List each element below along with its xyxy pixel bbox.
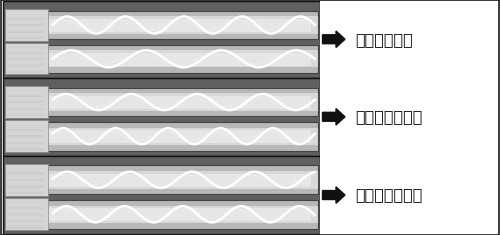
Bar bbox=[8, 11, 318, 39]
Bar bbox=[8, 128, 318, 145]
Bar bbox=[6, 135, 44, 138]
Bar bbox=[6, 101, 44, 103]
Text: 海内氏芽孢杆菌: 海内氏芽孢杆菌 bbox=[355, 188, 422, 203]
Bar bbox=[6, 58, 44, 60]
Bar bbox=[6, 142, 44, 144]
Bar bbox=[14, 130, 312, 143]
Bar bbox=[5, 43, 48, 74]
Bar bbox=[8, 94, 318, 111]
Bar bbox=[6, 71, 44, 73]
Bar bbox=[5, 164, 48, 196]
Bar bbox=[8, 45, 318, 73]
Bar bbox=[6, 37, 44, 39]
Bar bbox=[6, 51, 44, 54]
Bar bbox=[8, 88, 318, 116]
Bar bbox=[6, 148, 44, 151]
Bar bbox=[2, 1, 320, 78]
Bar bbox=[6, 185, 44, 188]
Bar bbox=[8, 16, 318, 34]
Bar bbox=[5, 120, 48, 152]
Bar bbox=[6, 95, 44, 97]
Bar bbox=[2, 78, 320, 156]
Text: 贝莱斯芽孢杆菌: 贝莱斯芽孢杆菌 bbox=[355, 109, 422, 124]
Bar bbox=[6, 207, 44, 209]
Bar bbox=[320, 0, 500, 235]
Bar bbox=[14, 53, 312, 66]
Bar bbox=[8, 206, 318, 223]
Bar bbox=[6, 64, 44, 67]
Bar bbox=[14, 19, 312, 32]
Bar bbox=[8, 200, 318, 229]
Bar bbox=[6, 220, 44, 222]
Bar bbox=[6, 226, 44, 229]
Bar bbox=[5, 9, 48, 41]
Bar bbox=[6, 24, 44, 26]
FancyArrow shape bbox=[322, 31, 345, 47]
Bar bbox=[6, 31, 44, 33]
Bar bbox=[6, 172, 44, 175]
Bar bbox=[8, 122, 318, 151]
Bar bbox=[14, 174, 312, 187]
Bar bbox=[6, 129, 44, 131]
Bar bbox=[8, 50, 318, 67]
Bar bbox=[6, 192, 44, 194]
Bar bbox=[5, 198, 48, 230]
Bar bbox=[6, 179, 44, 181]
Bar bbox=[8, 171, 318, 188]
Bar bbox=[6, 108, 44, 110]
Bar bbox=[8, 165, 318, 194]
Bar bbox=[2, 156, 320, 234]
FancyArrow shape bbox=[322, 109, 345, 125]
Bar bbox=[6, 213, 44, 216]
Bar bbox=[14, 208, 312, 222]
Bar bbox=[6, 114, 44, 116]
Bar bbox=[6, 18, 44, 20]
FancyArrow shape bbox=[322, 187, 345, 203]
Text: 纳豆芽孢杆菌: 纳豆芽孢杆菌 bbox=[355, 32, 413, 47]
Bar bbox=[14, 96, 312, 109]
Bar bbox=[5, 86, 48, 118]
